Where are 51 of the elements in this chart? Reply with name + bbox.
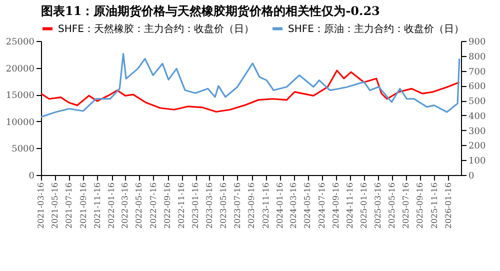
x-tick-label: 2025-01-16 — [360, 182, 369, 229]
y-tick-label: 20000 — [6, 64, 35, 74]
y-tick-label: 10000 — [6, 118, 35, 128]
x-tick-label: 2024-07-16 — [317, 182, 326, 229]
x-tick-label: 2022-09-16 — [163, 182, 172, 229]
x-tick-label: 2021-11-16 — [92, 182, 102, 229]
x-tick-label: 2025-11-16 — [430, 182, 439, 229]
line-series — [40, 52, 460, 118]
y-tick-label: 0 — [28, 172, 35, 182]
y2-tick-label: 200 — [468, 142, 486, 152]
x-tick-label: 2022-07-16 — [148, 182, 158, 229]
chart-title: 图表11：原油期货价格与天然橡胶期货价格的相关性仅为-0.23 — [41, 4, 380, 18]
legend-label: SHFE：天然橡胶：主力合约：收盘价（日） — [58, 22, 254, 35]
x-tick-label: 2022-05-16 — [134, 182, 144, 229]
y2-tick-label: 700 — [468, 67, 486, 78]
x-tick-label: 2024-03-16 — [289, 182, 298, 229]
y2-tick-label: 100 — [468, 156, 486, 167]
y2-tick-label: 900 — [468, 38, 486, 48]
x-tick-label: 2023-03-16 — [204, 182, 214, 229]
x-tick-label: 2023-07-16 — [232, 182, 242, 229]
x-tick-label: 2021-09-16 — [78, 182, 88, 229]
x-tick-label: 2022-03-16 — [120, 182, 130, 229]
legend-label: SHFE：原油：主力合约：收盘价（日） — [288, 22, 464, 35]
x-tick-label: 2025-09-16 — [416, 182, 425, 229]
line-series — [40, 70, 460, 113]
x-tick-label: 2022-01-16 — [107, 182, 116, 229]
x-tick-label: 2021-07-16 — [64, 182, 74, 229]
x-tick-label: 2023-11-16 — [261, 182, 270, 229]
y2-tick-label: 800 — [468, 52, 486, 62]
x-tick-label: 2024-11-16 — [346, 182, 355, 229]
x-tick-label: 2024-05-16 — [303, 182, 312, 229]
x-tick-label: 2021-03-16 — [36, 182, 46, 229]
x-tick-label: 2026-01-16 — [444, 182, 453, 229]
x-tick-label: 2022-11-16 — [177, 182, 186, 229]
x-tick-label: 2025-07-16 — [401, 182, 410, 229]
y2-tick-label: 400 — [468, 112, 486, 122]
x-tick-label: 2025-03-16 — [373, 182, 382, 229]
y2-tick-label: 500 — [468, 97, 486, 108]
x-tick-label: 2023-09-16 — [247, 182, 256, 229]
x-tick-label: 2023-05-16 — [218, 182, 228, 229]
y-tick-label: 15000 — [6, 91, 35, 102]
x-tick-label: 2024-01-16 — [275, 182, 284, 229]
y2-tick-label: 0 — [468, 172, 474, 182]
x-tick-label: 2021-05-16 — [50, 182, 60, 229]
y-tick-label: 5000 — [12, 144, 35, 155]
y-tick-label: 25000 — [6, 38, 35, 48]
y2-tick-label: 300 — [468, 126, 486, 137]
x-tick-label: 2024-09-16 — [332, 182, 341, 229]
x-tick-label: 2025-05-16 — [387, 182, 396, 229]
x-tick-label: 2023-01-16 — [191, 182, 200, 229]
y2-tick-label: 600 — [468, 82, 486, 92]
